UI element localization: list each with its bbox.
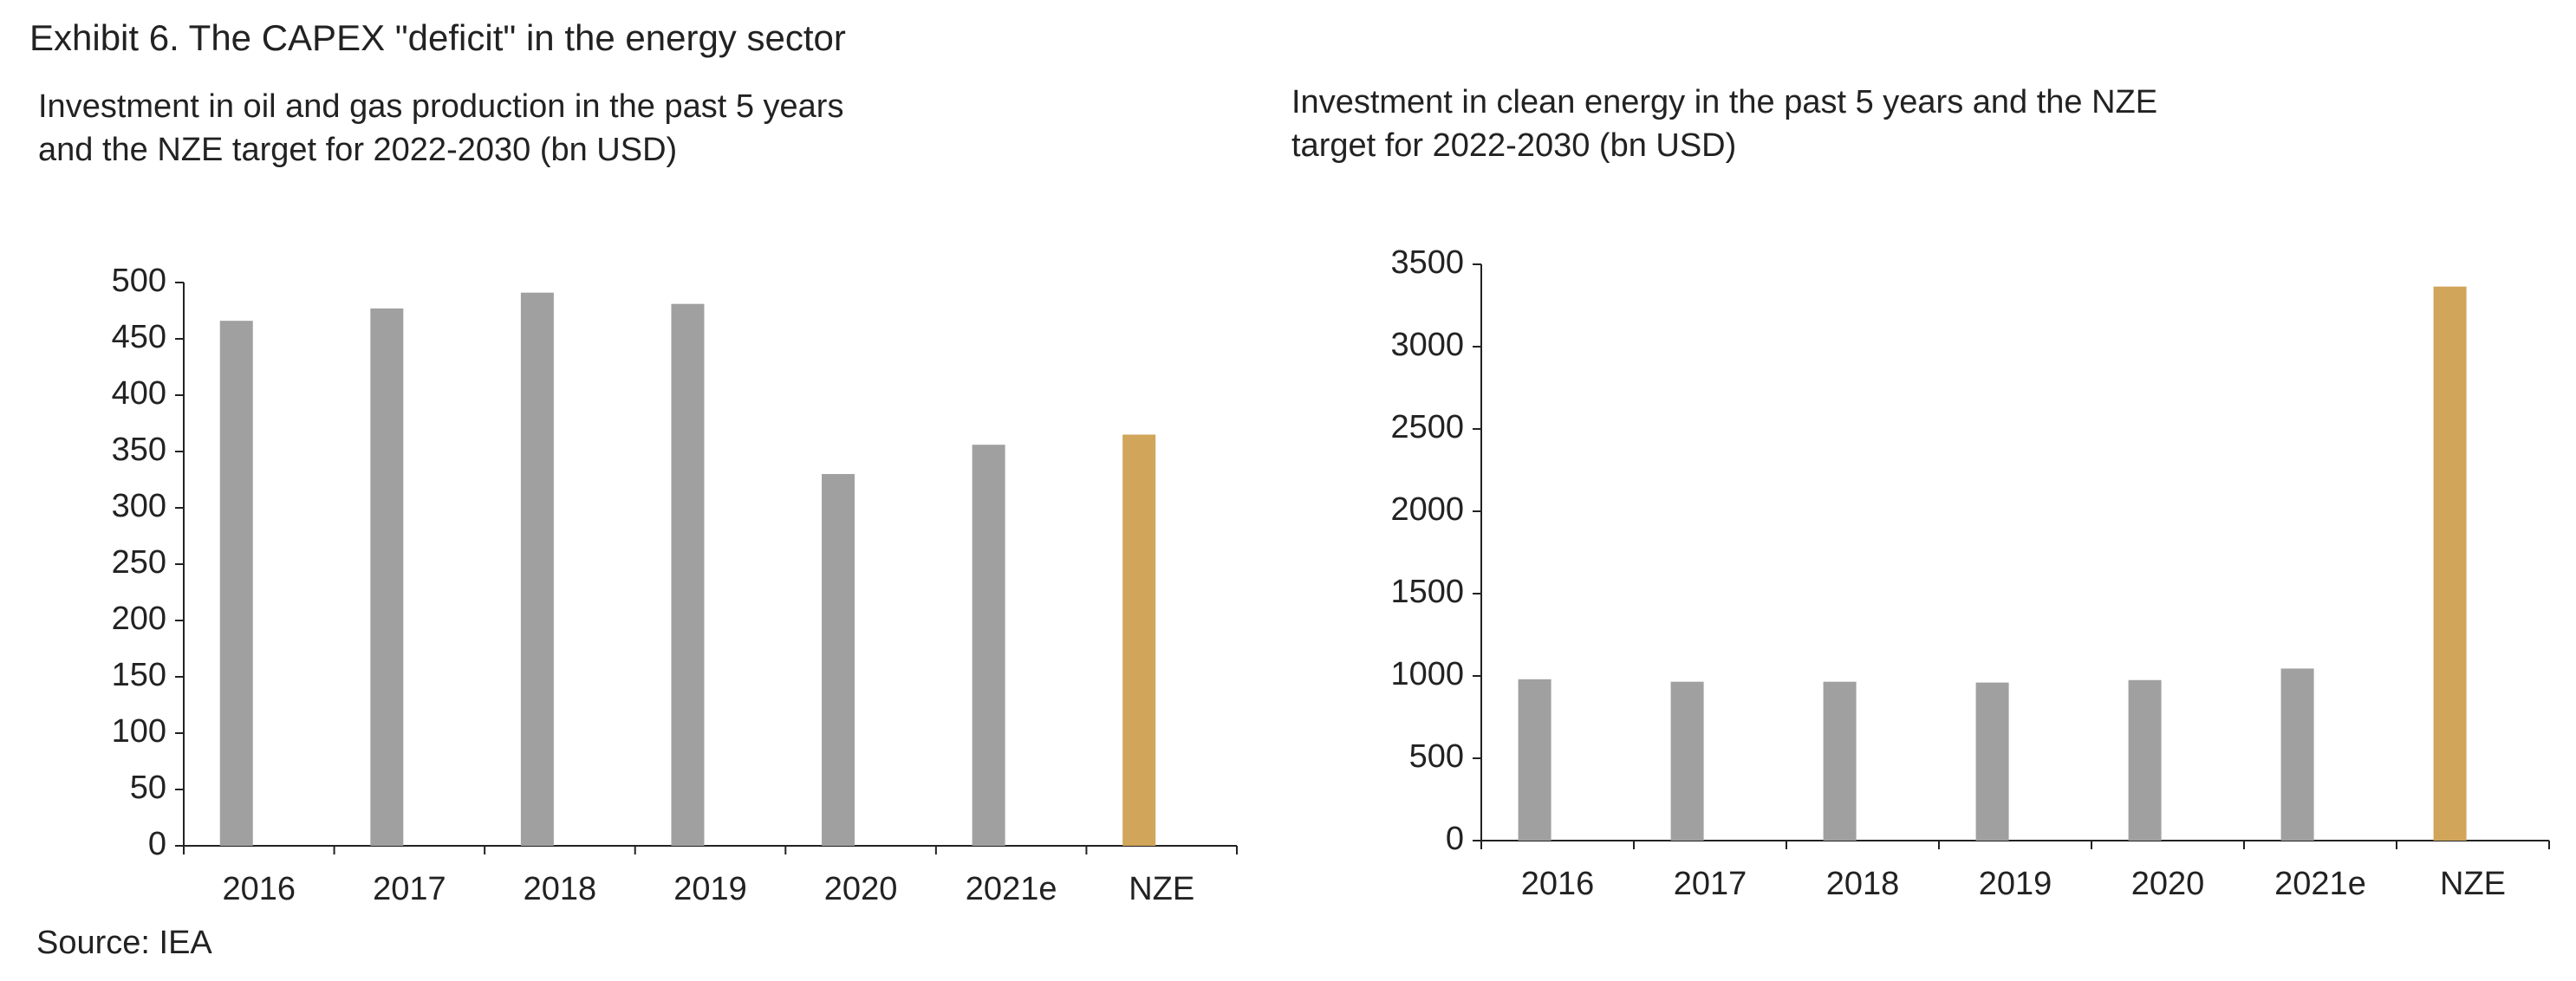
bar	[1518, 679, 1551, 841]
y-tick-label: 2000	[1390, 491, 1464, 528]
y-tick-label: 0	[148, 826, 166, 862]
figure-title: Exhibit 6. The CAPEX "deficit" in the en…	[29, 17, 846, 58]
chart-subtitle: and the NZE target for 2022-2030 (bn USD…	[38, 132, 677, 168]
y-tick-label: 500	[1409, 738, 1464, 775]
y-tick-label: 300	[112, 488, 166, 524]
y-tick-label: 400	[112, 375, 166, 412]
x-tick-label: 2019	[1979, 866, 2052, 902]
bar	[1122, 434, 1156, 846]
x-tick-label: 2020	[2131, 866, 2205, 902]
x-tick-label: 2017	[373, 871, 446, 907]
x-tick-label: 2017	[1674, 866, 1747, 902]
bar	[972, 445, 1005, 846]
y-tick-label: 350	[112, 432, 166, 468]
bar	[1823, 681, 1857, 841]
bar	[671, 303, 705, 846]
chart-subtitle: Investment in oil and gas production in …	[38, 88, 843, 125]
x-tick-label: 2021e	[2274, 866, 2366, 902]
bar	[2280, 668, 2314, 841]
x-tick-label: 2021e	[966, 871, 1057, 907]
y-tick-label: 200	[112, 601, 166, 637]
bar	[2128, 679, 2162, 841]
y-tick-label: 1500	[1390, 574, 1464, 610]
x-tick-label: 2016	[1521, 866, 1595, 902]
bar	[520, 292, 554, 846]
bar	[1670, 681, 1704, 841]
y-tick-label: 500	[112, 263, 166, 299]
y-tick-label: 250	[112, 544, 166, 581]
x-tick-label: NZE	[2440, 866, 2506, 902]
y-tick-label: 1000	[1390, 656, 1464, 692]
bar	[2433, 286, 2467, 841]
x-tick-label: 2020	[824, 871, 898, 907]
y-tick-label: 100	[112, 713, 166, 750]
chart-subtitle: target for 2022-2030 (bn USD)	[1291, 127, 1736, 164]
chart-subtitle: Investment in clean energy in the past 5…	[1291, 84, 2157, 120]
y-tick-label: 50	[130, 770, 166, 806]
x-tick-label: 2016	[223, 871, 296, 907]
y-tick-label: 3500	[1390, 244, 1464, 281]
y-tick-label: 450	[112, 319, 166, 355]
bar	[370, 308, 404, 846]
bar	[822, 474, 855, 846]
x-tick-label: 2018	[524, 871, 597, 907]
x-tick-label: 2019	[673, 871, 747, 907]
y-tick-label: 2500	[1390, 409, 1464, 445]
source-note: Source: IEA	[36, 925, 212, 961]
y-tick-label: 150	[112, 657, 166, 693]
bar	[1975, 682, 2009, 841]
bar	[219, 321, 253, 846]
x-tick-label: 2018	[1826, 866, 1900, 902]
y-tick-label: 0	[1446, 821, 1464, 857]
x-tick-label: NZE	[1129, 871, 1194, 907]
y-tick-label: 3000	[1390, 327, 1464, 363]
